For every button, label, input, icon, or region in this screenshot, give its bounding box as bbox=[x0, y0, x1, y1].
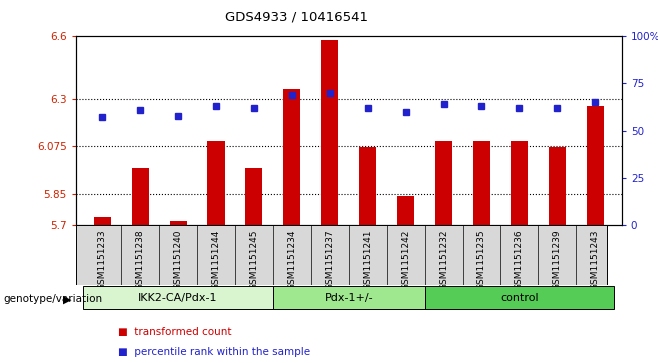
Text: GDS4933 / 10416541: GDS4933 / 10416541 bbox=[224, 11, 368, 24]
Text: GSM1151233: GSM1151233 bbox=[98, 229, 107, 290]
Bar bbox=[245, 168, 263, 225]
Text: GSM1151234: GSM1151234 bbox=[288, 229, 296, 290]
Bar bbox=[170, 221, 187, 225]
Bar bbox=[587, 106, 604, 225]
Text: GSM1151237: GSM1151237 bbox=[325, 229, 334, 290]
Text: Pdx-1+/-: Pdx-1+/- bbox=[324, 293, 373, 303]
Text: GSM1151240: GSM1151240 bbox=[174, 229, 182, 290]
Text: control: control bbox=[500, 293, 539, 303]
Text: GSM1151239: GSM1151239 bbox=[553, 229, 562, 290]
Bar bbox=[435, 141, 452, 225]
Text: GSM1151245: GSM1151245 bbox=[249, 229, 259, 290]
Bar bbox=[321, 41, 338, 225]
Text: genotype/variation: genotype/variation bbox=[3, 294, 103, 305]
Text: GSM1151238: GSM1151238 bbox=[136, 229, 145, 290]
Text: GSM1151241: GSM1151241 bbox=[363, 229, 372, 290]
Bar bbox=[284, 89, 301, 225]
Text: GSM1151236: GSM1151236 bbox=[515, 229, 524, 290]
Text: GSM1151235: GSM1151235 bbox=[477, 229, 486, 290]
FancyBboxPatch shape bbox=[84, 286, 273, 309]
Bar bbox=[132, 168, 149, 225]
Text: ▶: ▶ bbox=[63, 294, 71, 305]
FancyBboxPatch shape bbox=[273, 286, 424, 309]
Text: GSM1151242: GSM1151242 bbox=[401, 229, 410, 290]
Bar bbox=[397, 196, 414, 225]
Bar bbox=[473, 141, 490, 225]
Text: ■  percentile rank within the sample: ■ percentile rank within the sample bbox=[118, 347, 311, 357]
Bar bbox=[207, 141, 224, 225]
Text: GSM1151244: GSM1151244 bbox=[211, 229, 220, 290]
Bar bbox=[359, 147, 376, 225]
FancyBboxPatch shape bbox=[424, 286, 614, 309]
Text: GSM1151243: GSM1151243 bbox=[591, 229, 599, 290]
Bar bbox=[511, 141, 528, 225]
Text: ■  transformed count: ■ transformed count bbox=[118, 327, 232, 337]
Text: GSM1151232: GSM1151232 bbox=[439, 229, 448, 290]
Bar bbox=[549, 147, 566, 225]
Text: IKK2-CA/Pdx-1: IKK2-CA/Pdx-1 bbox=[138, 293, 218, 303]
Bar bbox=[93, 217, 111, 225]
